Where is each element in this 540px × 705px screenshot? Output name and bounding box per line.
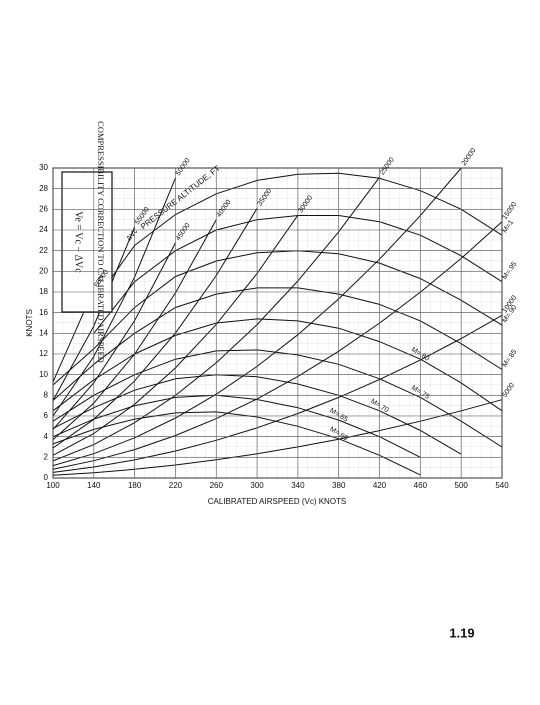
curve [52, 411, 421, 476]
y-tick-label: 2 [44, 452, 49, 461]
y-tick-label: 4 [44, 432, 49, 441]
formula: Ve = Vc − ΔVc [73, 211, 84, 273]
curve [52, 177, 176, 417]
x-tick-label: 420 [373, 481, 387, 490]
y-tick-label: 24 [39, 225, 48, 234]
x-tick-label: 180 [128, 481, 142, 490]
y-tick-label: 30 [39, 163, 48, 172]
curve [52, 399, 503, 476]
y-tick-label: 28 [39, 184, 48, 193]
curve [52, 394, 421, 458]
curve-label: 5000 [501, 382, 516, 399]
curve [52, 349, 503, 448]
curve [52, 221, 503, 470]
curve [52, 287, 503, 401]
y-tick-label: 0 [44, 473, 49, 482]
x-tick-label: 140 [87, 481, 101, 490]
y-tick-label: 6 [44, 411, 49, 420]
y-tick-label: 10 [39, 370, 48, 379]
y-tick-label: 8 [44, 390, 49, 399]
title-box [61, 171, 113, 313]
curve [52, 314, 503, 473]
x-tick-label: 220 [169, 481, 183, 490]
y-tick-label: 12 [39, 349, 48, 358]
x-tick-label: 340 [291, 481, 305, 490]
page-number: 1.19 [449, 625, 474, 640]
x-tick-label: 300 [250, 481, 264, 490]
y-tick-label: 14 [39, 328, 48, 337]
y-tick-label: 22 [39, 246, 48, 255]
minor-grid [53, 168, 502, 478]
y-tick-label: 18 [39, 287, 48, 296]
curve-label: 15000 [501, 201, 518, 221]
y-tick-label: 16 [39, 308, 48, 317]
y-axis-label: KNOTS [25, 309, 34, 337]
curve-label: 20000 [461, 147, 478, 167]
curve [52, 242, 176, 430]
curve [52, 208, 258, 449]
curve [52, 250, 503, 386]
x-tick-label: 100 [46, 481, 60, 490]
x-tick-label: 500 [455, 481, 469, 490]
y-tick-label: 20 [39, 266, 48, 275]
x-axis-label: CALIBRATED AIRSPEED (Vc) KNOTS [208, 497, 347, 506]
x-tick-label: 260 [210, 481, 224, 490]
curve [52, 318, 503, 412]
curve-label: M=.95 [501, 261, 518, 281]
y-tick-label: 26 [39, 204, 48, 213]
x-tick-label: 540 [495, 481, 509, 490]
chart-title: COMPRESSIBILITY CORRECTION TO CALIBRATED… [96, 121, 106, 363]
curve-label: M=.85 [501, 349, 518, 369]
x-tick-label: 380 [332, 481, 346, 490]
curve-label: M=1 [501, 219, 515, 234]
x-tick-label: 460 [414, 481, 428, 490]
